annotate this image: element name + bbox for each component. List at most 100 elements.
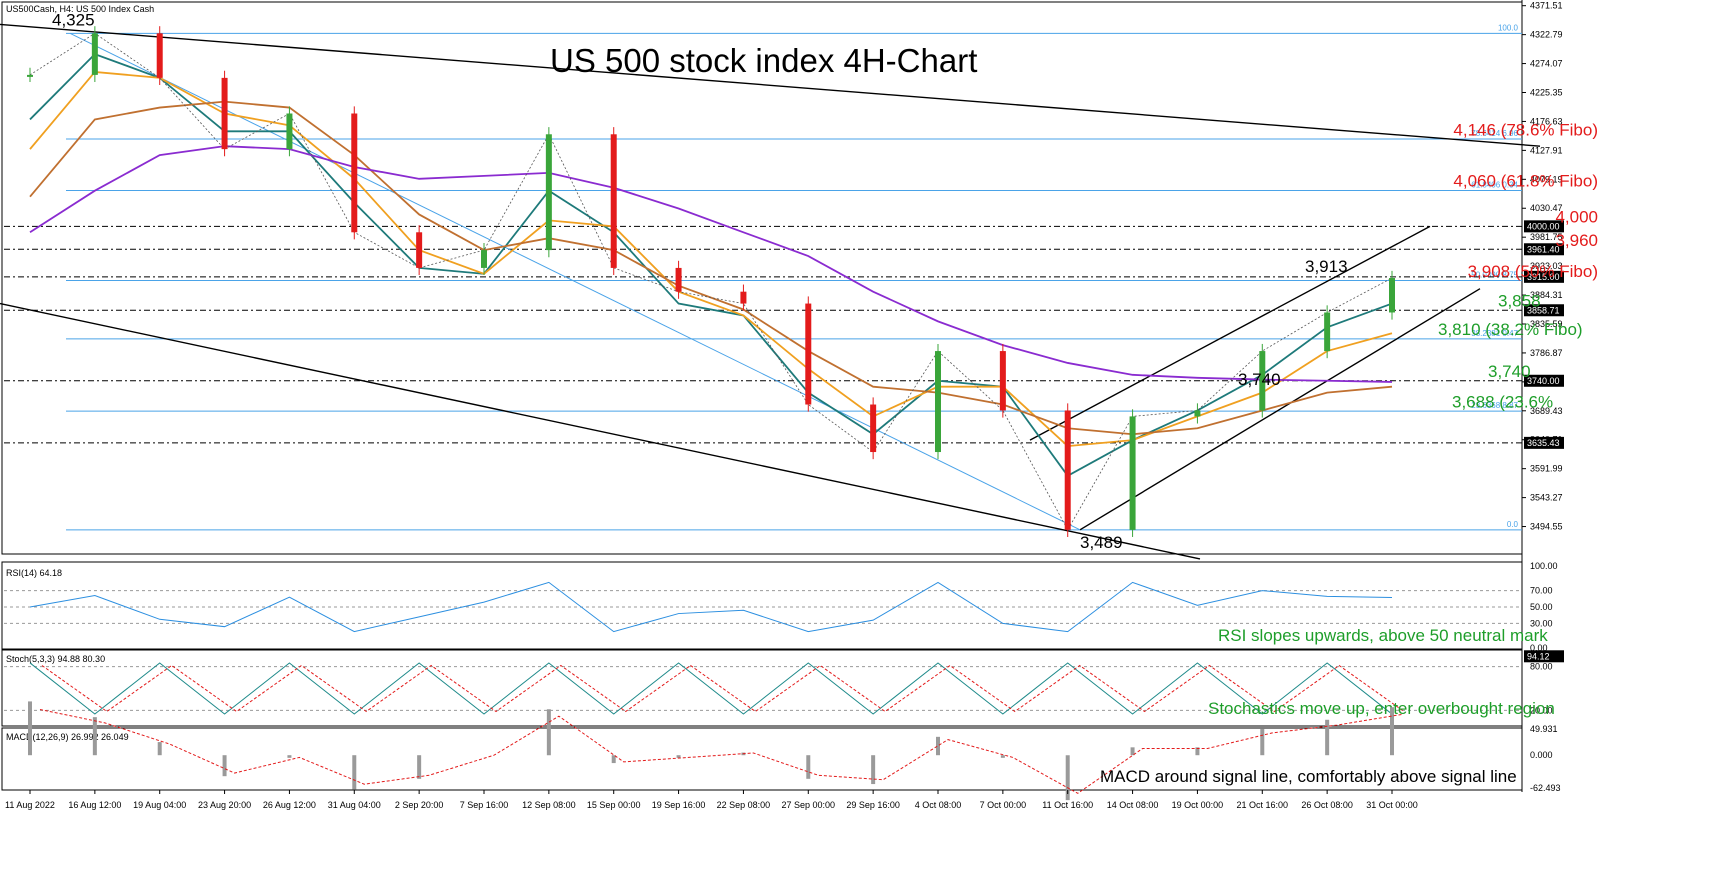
- mid-low-label: 3,740: [1238, 370, 1281, 389]
- close-price-line: [29, 32, 1393, 531]
- time-axis-label: 31 Oct 00:00: [1366, 800, 1418, 810]
- resistance-label: 4,060 (61.8% Fibo): [1453, 172, 1598, 191]
- candle-body: [91, 33, 98, 75]
- channel-lower-line: [1079, 288, 1481, 531]
- candle-body: [1194, 410, 1201, 417]
- candle-body: [1324, 312, 1331, 352]
- price-tick-label: 3786.87: [1530, 348, 1563, 358]
- candle-body: [610, 134, 617, 268]
- candle-body: [545, 134, 552, 251]
- rsi-line: [29, 581, 1393, 633]
- price-tick-label: 3689.43: [1530, 406, 1563, 416]
- support-label: 3,810 (38.2% Fibo): [1438, 320, 1583, 339]
- time-axis-label: 26 Oct 08:00: [1301, 800, 1353, 810]
- resistance-label: 4,146 (78.6% Fibo): [1453, 121, 1598, 140]
- stoch-note: Stochastics move up, enter overbought re…: [1208, 699, 1555, 718]
- time-axis-label: 11 Aug 2022: [5, 800, 55, 810]
- rsi-tick-label: 70.00: [1530, 586, 1553, 596]
- time-axis-label: 29 Sep 16:00: [846, 800, 900, 810]
- symbol-header: US500Cash, H4: US 500 Index Cash: [6, 4, 154, 14]
- price-tick-label: 4371.51: [1530, 1, 1563, 11]
- stoch-current-box: [1524, 650, 1564, 663]
- candle-body: [1389, 278, 1395, 313]
- candle-body: [870, 404, 877, 453]
- price-level-box-label: 3635.43: [1527, 438, 1560, 448]
- candle-body: [1259, 351, 1266, 411]
- macd-note: MACD around signal line, comfortably abo…: [1100, 767, 1517, 786]
- candle-body: [1129, 416, 1136, 530]
- time-axis-label: 11 Oct 16:00: [1042, 800, 1093, 810]
- time-axis-label: 19 Oct 00:00: [1172, 800, 1224, 810]
- price-tick-label: 4225.35: [1530, 88, 1563, 98]
- time-axis-label: 16 Aug 12:00: [68, 800, 121, 810]
- fibo-level-label: 50.0390 8.75: [1471, 271, 1518, 280]
- candle-body: [740, 291, 747, 304]
- fibo-level-label: 0.0: [1507, 520, 1519, 529]
- price-tick-label: 4176.63: [1530, 116, 1563, 126]
- stoch-current-label: 94.12: [1527, 651, 1550, 661]
- swing-low-label: 3,489: [1080, 533, 1123, 552]
- fibo-swing-line: [69, 32, 1081, 531]
- price-tick-label: 3835.59: [1530, 319, 1563, 329]
- stoch-header: Stoch(5,3,3) 94.88 80.30: [6, 654, 105, 664]
- candle-body: [416, 232, 423, 268]
- price-level-box: [1524, 243, 1564, 256]
- price-level-box: [1524, 436, 1564, 449]
- ema-slow-line: [29, 100, 1393, 436]
- rsi-tick-label: 30.00: [1530, 618, 1553, 628]
- time-axis-label: 15 Sep 00:00: [587, 800, 641, 810]
- macd-tick-label: 49.931: [1530, 724, 1558, 734]
- price-tick-label: 4079.19: [1530, 174, 1563, 184]
- price-level-box-label: 4000.00: [1527, 221, 1560, 231]
- time-axis-label: 26 Aug 12:00: [263, 800, 316, 810]
- price-tick-label: 3591.99: [1530, 464, 1563, 474]
- macd-header: MACD(12,26,9) 26.992 26.049: [6, 732, 129, 742]
- fibo-level-label: 23.6368 8.87: [1471, 401, 1518, 410]
- ema-200-line: [29, 145, 1393, 383]
- price-level-box: [1524, 374, 1564, 387]
- ema-mid-line: [29, 70, 1393, 448]
- fibo-level-label: 61.8406 0.34: [1471, 181, 1518, 190]
- ema-fast-line: [29, 53, 1393, 477]
- time-axis-label: 23 Aug 20:00: [198, 800, 251, 810]
- price-level-box: [1524, 270, 1564, 283]
- stoch-main-line: [29, 662, 1393, 715]
- resistance-label: 4,000: [1555, 207, 1598, 226]
- price-tick-label: 4127.91: [1530, 145, 1563, 155]
- candle-body: [481, 250, 487, 268]
- price-tick-label: 4030.47: [1530, 203, 1563, 213]
- support-label: 3,688 (23.6%: [1452, 393, 1553, 412]
- price-tick-label: 3543.27: [1530, 493, 1563, 503]
- rsi-header: RSI(14) 64.18: [6, 568, 62, 578]
- time-axis-label: 7 Oct 00:00: [980, 800, 1027, 810]
- price-tick-label: 3884.31: [1530, 290, 1563, 300]
- rsi-tick-label: 100.00: [1530, 561, 1558, 571]
- time-axis-label: 7 Sep 16:00: [460, 800, 509, 810]
- stoch-tick-label: 20.00: [1530, 705, 1553, 715]
- time-axis-label: 22 Sep 08:00: [717, 800, 771, 810]
- price-tick-label: 3933.03: [1530, 261, 1563, 271]
- support-label: 3,858: [1498, 292, 1541, 311]
- price-tick-label: 3494.55: [1530, 522, 1563, 532]
- macd-tick-label: 0.000: [1530, 750, 1553, 760]
- support-label: 3,740: [1488, 362, 1531, 381]
- candle-body: [805, 303, 812, 405]
- candle-body: [1064, 410, 1071, 530]
- price-level-box-label: 3740.00: [1527, 376, 1560, 386]
- lower-downtrend-line: [0, 302, 1201, 560]
- rsi-note: RSI slopes upwards, above 50 neutral mar…: [1218, 626, 1548, 645]
- time-axis-label: 2 Sep 20:00: [395, 800, 444, 810]
- price-level-box: [1524, 304, 1564, 317]
- rsi-tick-label: 50.00: [1530, 602, 1553, 612]
- price-level-box: [1524, 220, 1564, 233]
- time-axis-label: 27 Sep 00:00: [782, 800, 836, 810]
- price-level-box-label: 3915.00: [1527, 272, 1560, 282]
- resistance-label: 3,908 (50% Fibo): [1468, 262, 1598, 281]
- time-axis-label: 12 Sep 08:00: [522, 800, 576, 810]
- time-axis-label: 21 Oct 16:00: [1237, 800, 1289, 810]
- candle-body: [675, 267, 682, 292]
- time-axis-label: 14 Oct 08:00: [1107, 800, 1159, 810]
- time-axis-label: 31 Aug 04:00: [328, 800, 381, 810]
- recent-high-label: 3,913: [1305, 257, 1348, 276]
